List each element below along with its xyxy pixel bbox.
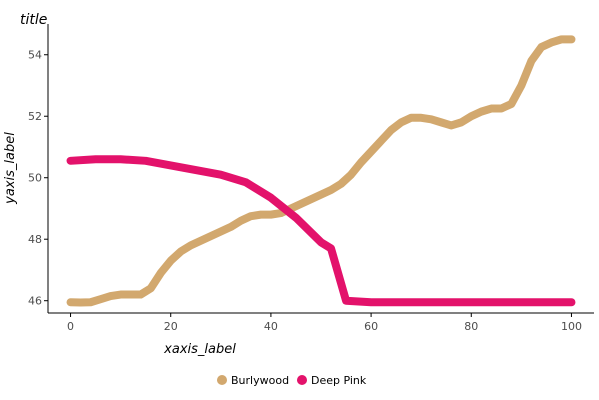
y-tick-label: 52 <box>28 110 42 123</box>
x-axis-title: xaxis_label <box>163 342 236 357</box>
x-tick-label: 0 <box>67 320 74 333</box>
series-line-deep-pink <box>71 159 572 302</box>
legend-swatch-burlywood <box>217 375 227 385</box>
series-line-burlywood <box>71 39 572 302</box>
y-axis-title: yaxis_label <box>3 132 18 205</box>
legend-label-burlywood: Burlywood <box>231 374 289 387</box>
x-tick-label: 80 <box>464 320 478 333</box>
x-tick-label: 60 <box>364 320 378 333</box>
legend-swatch-deep-pink <box>297 375 307 385</box>
x-tick-label: 40 <box>264 320 278 333</box>
y-tick-label: 50 <box>28 172 42 185</box>
x-ticks: 0 20 40 60 80 100 <box>67 313 582 333</box>
series-layer <box>71 39 572 302</box>
y-tick-label: 54 <box>28 49 42 62</box>
x-tick-label: 20 <box>164 320 178 333</box>
y-ticks: 46 48 50 52 54 <box>28 49 48 308</box>
legend: Burlywood Deep Pink <box>217 374 367 387</box>
legend-label-deep-pink: Deep Pink <box>311 374 367 387</box>
chart-title: title <box>20 12 47 28</box>
plot-area: 46 48 50 52 54 0 20 40 60 80 100 <box>28 24 594 333</box>
y-tick-label: 46 <box>28 295 42 308</box>
x-tick-label: 100 <box>561 320 582 333</box>
y-tick-label: 48 <box>28 233 42 246</box>
